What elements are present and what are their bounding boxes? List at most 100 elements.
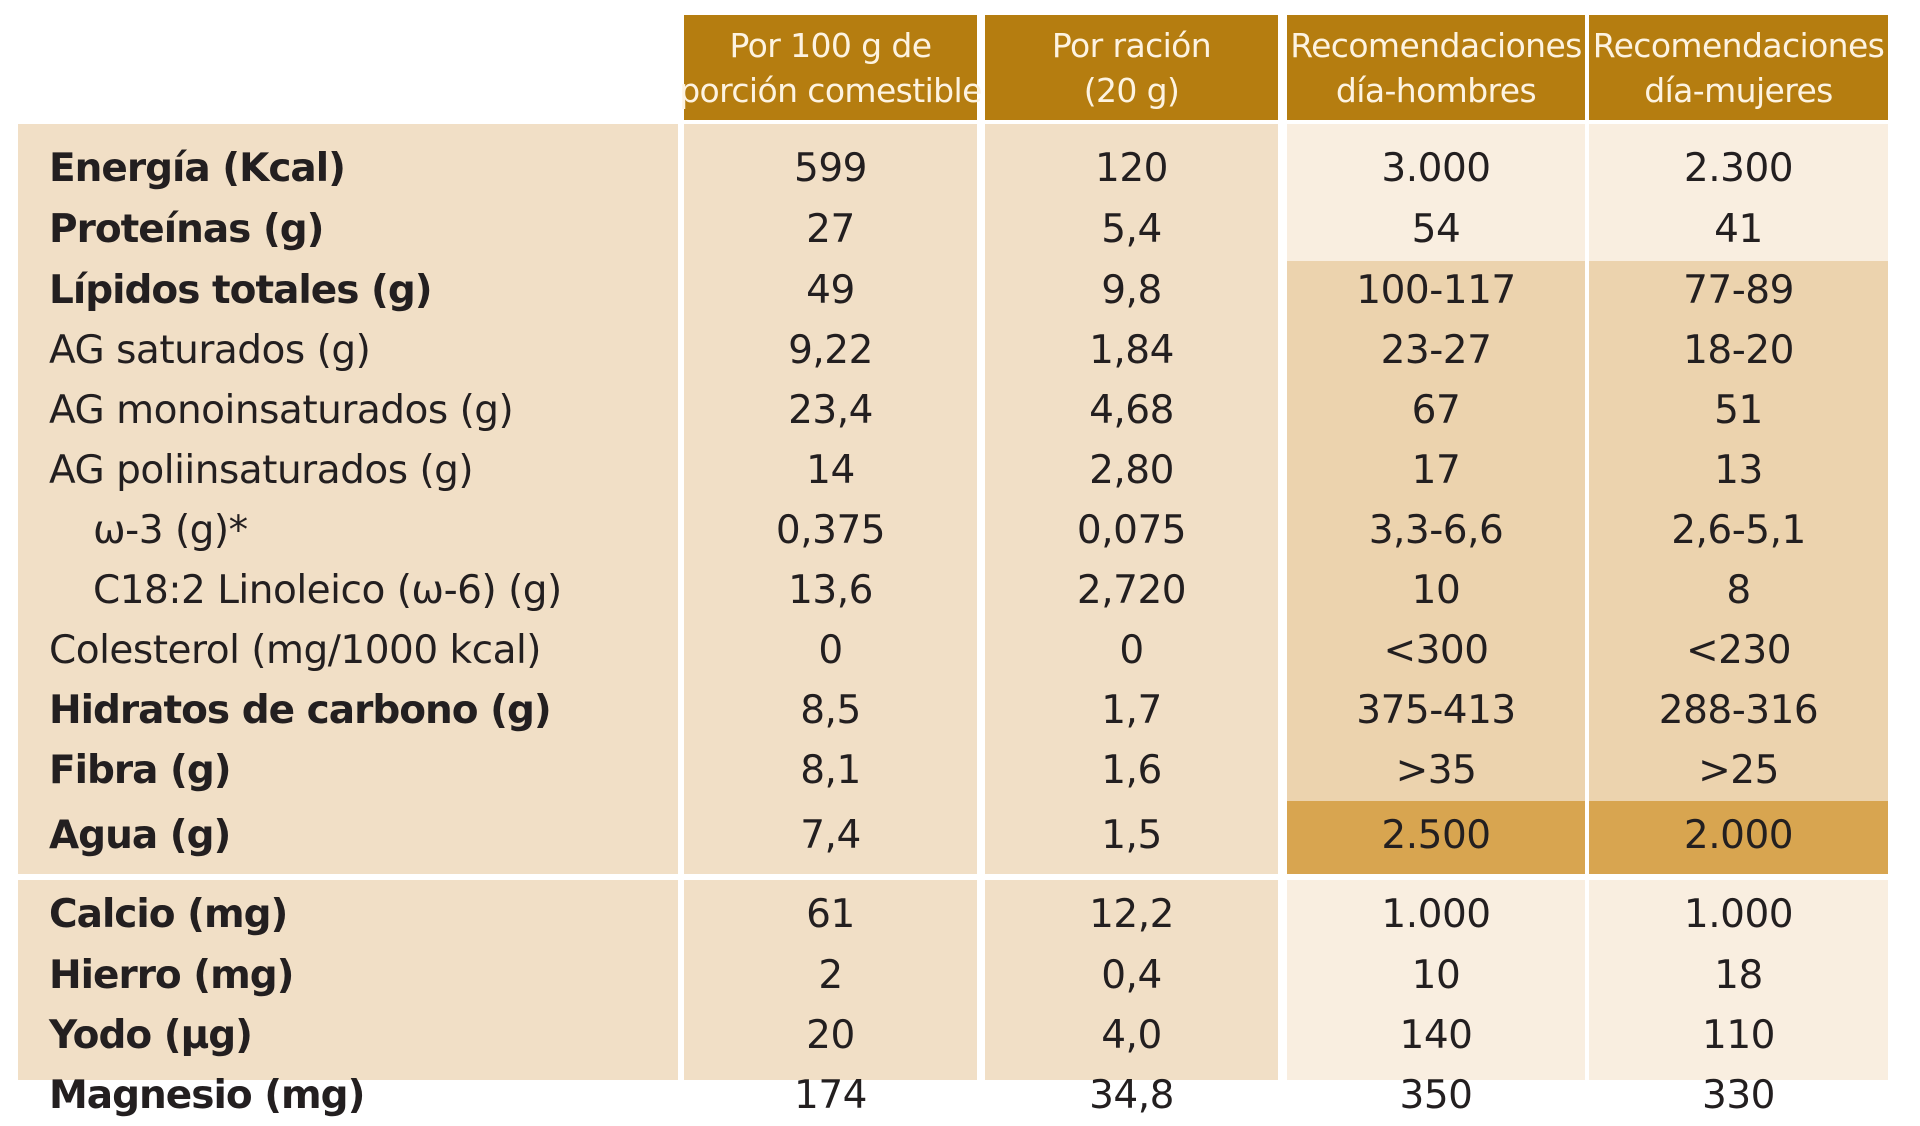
value-per-100g: 0,375 [775,508,886,553]
value-per-100g: 27 [806,207,855,252]
value-rec-men: 67 [1411,388,1461,433]
row-hierro: Hierro (mg) 2 0,4 10 18 [0,946,1920,1006]
value-per-100g: 0 [818,628,843,673]
value-per-100g: 49 [806,268,855,313]
value-per-serving: 12,2 [1089,892,1174,937]
row-label: Magnesio (mg) [49,1073,365,1118]
col3-light-bg-2 [1287,880,1585,1080]
value-rec-men: 54 [1411,207,1461,252]
value-rec-men: 17 [1411,448,1461,493]
header-per-serving: Por ración (20 g) [985,15,1278,120]
value-rec-women: <230 [1685,628,1792,673]
row-label: Hierro (mg) [49,953,294,998]
value-rec-women: 41 [1714,207,1763,252]
value-per-serving: 9,8 [1101,268,1162,313]
row-label: AG poliinsaturados (g) [49,448,474,493]
value-per-serving: 34,8 [1089,1073,1174,1118]
row-linoleico: C18:2 Linoleico (ω-6) (g) 13,6 2,720 10 … [0,561,1920,621]
value-rec-men: 100-117 [1356,268,1516,313]
col3-light-bg-1 [1287,124,1585,261]
value-rec-men: 10 [1411,568,1461,613]
value-rec-women: 2.300 [1683,146,1794,191]
value-per-100g: 8,1 [800,748,861,793]
value-per-serving: 2,80 [1089,448,1174,493]
row-label: Proteínas (g) [49,207,325,252]
col4-light-bg-1 [1589,124,1888,261]
value-rec-women: 2.000 [1683,813,1794,858]
header-per-100g-line1: Por 100 g de [729,25,933,65]
value-per-serving: 120 [1095,146,1168,191]
value-rec-men: 1.000 [1381,892,1491,937]
label-column-bg-2 [18,880,678,1080]
value-per-serving: 4,68 [1089,388,1174,433]
row-calcio: Calcio (mg) 61 12,2 1.000 1.000 [0,885,1920,945]
value-per-100g: 7,4 [800,813,861,858]
value-rec-men: 23-27 [1380,328,1492,373]
nutrition-table: Por 100 g de porción comestible Por raci… [0,15,1920,1118]
header-per-100g: Por 100 g de porción comestible [679,15,982,120]
value-per-serving: 2,720 [1076,568,1187,613]
header-per-100g-line2: porción comestible [679,70,982,110]
value-rec-men: 2.500 [1381,813,1491,858]
value-per-100g: 13,6 [788,568,873,613]
row-omega-3: ω-3 (g)* 0,375 0,075 3,3-6,6 2,6-5,1 [0,501,1920,561]
value-per-serving: 5,4 [1101,207,1162,252]
row-label: AG saturados (g) [49,328,371,373]
col4-light-bg-2 [1589,880,1888,1080]
value-per-serving: 4,0 [1101,1013,1162,1058]
row-agua: Agua (g) 7,4 1,5 2.500 2.000 [0,806,1920,866]
value-per-100g: 14 [806,448,855,493]
value-rec-men: 10 [1411,953,1461,998]
row-label: AG monoinsaturados (g) [49,388,514,433]
value-rec-men: >35 [1395,748,1477,793]
header-rec-women-line2: día-mujeres [1644,70,1833,110]
row-label: Colesterol (mg/1000 kcal) [49,628,542,673]
value-rec-men: 350 [1399,1073,1473,1118]
value-rec-women: 8 [1726,568,1751,613]
value-rec-men: 3.000 [1381,146,1491,191]
value-per-100g: 2 [818,953,843,998]
value-rec-women: 110 [1702,1013,1775,1058]
value-per-100g: 61 [806,892,855,937]
col1-bg-1 [684,124,977,874]
value-per-serving: 1,6 [1101,748,1162,793]
value-rec-men: 140 [1399,1013,1473,1058]
header-rec-women: Recomendaciones día-mujeres [1589,15,1888,120]
value-rec-women: 51 [1714,388,1763,433]
value-per-serving: 0 [1119,628,1144,673]
col1-bg-2 [684,880,977,1080]
col2-bg-2 [985,880,1278,1080]
row-yodo: Yodo (µg) 20 4,0 140 110 [0,1006,1920,1066]
header-per-serving-line2: (20 g) [1083,70,1180,110]
value-rec-women: 13 [1714,448,1763,493]
col3-dark-bg [1287,801,1585,874]
row-ag-monoinsaturados: AG monoinsaturados (g) 23,4 4,68 67 51 [0,381,1920,441]
value-rec-women: 18 [1714,953,1763,998]
header-per-serving-line1: Por ración [1051,25,1212,65]
value-per-100g: 23,4 [788,388,873,433]
label-column-bg-1 [18,124,678,874]
value-rec-women: 18-20 [1683,328,1794,373]
row-fibra: Fibra (g) 8,1 1,6 >35 >25 [0,741,1920,801]
value-per-serving: 1,5 [1101,813,1162,858]
value-rec-men: 3,3-6,6 [1368,508,1504,553]
row-label: Energía (Kcal) [49,146,346,191]
row-magnesio: Magnesio (mg) 174 34,8 350 330 [0,1066,1920,1126]
row-label: Fibra (g) [49,748,232,793]
value-per-serving: 0,075 [1076,508,1187,553]
value-rec-women: 77-89 [1683,268,1794,313]
header-rec-men: Recomendaciones día-hombres [1287,15,1585,120]
value-rec-women: >25 [1698,748,1779,793]
row-lipidos-totales: Lípidos totales (g) 49 9,8 100-117 77-89 [0,261,1920,321]
row-label: C18:2 Linoleico (ω-6) (g) [93,568,562,613]
value-per-100g: 20 [806,1013,855,1058]
value-per-serving: 1,7 [1101,688,1162,733]
row-label: Agua (g) [49,813,231,858]
col4-dark-bg [1589,801,1888,874]
value-per-100g: 9,22 [788,328,873,373]
row-label: Yodo (µg) [49,1013,253,1058]
row-proteinas: Proteínas (g) 27 5,4 54 41 [0,200,1920,260]
row-ag-saturados: AG saturados (g) 9,22 1,84 23-27 18-20 [0,321,1920,381]
row-ag-poliinsaturados: AG poliinsaturados (g) 14 2,80 17 13 [0,441,1920,501]
value-per-100g: 174 [794,1073,867,1118]
